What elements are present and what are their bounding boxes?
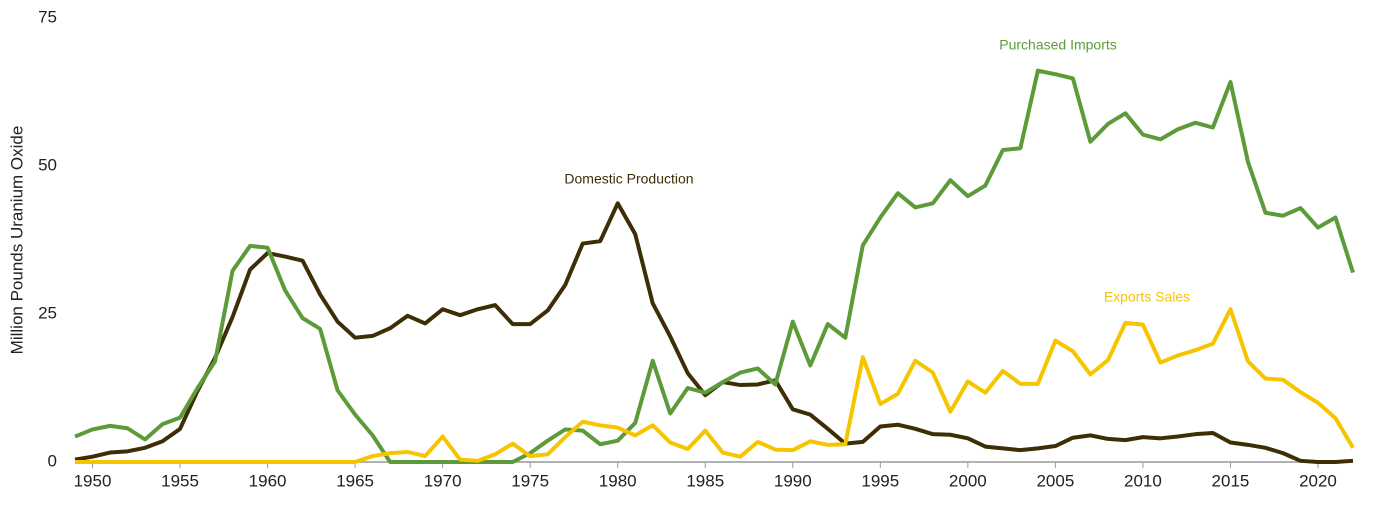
x-tick-label: 1960 [249,471,287,490]
x-tick-label: 1995 [861,471,899,490]
x-tick-label: 2020 [1299,471,1337,490]
y-tick-label: 50 [38,155,57,174]
series-line [75,307,1355,464]
y-axis-label: Million Pounds Uranium Oxide [7,126,26,355]
x-tick-label: 1965 [336,471,374,490]
x-tick-label: 1985 [686,471,724,490]
x-tick-label: 1970 [424,471,462,490]
series-line [74,201,1354,464]
x-tick-label: 1980 [599,471,637,490]
y-tick-label: 25 [38,303,57,322]
series-label: Purchased Imports [999,37,1117,53]
x-tick-label: 1955 [161,471,199,490]
series-label: Exports Sales [1104,289,1190,305]
x-tick-label: 1950 [74,471,112,490]
x-tick-label: 1975 [511,471,549,490]
y-tick-label: 75 [38,7,57,26]
x-tick-label: 2005 [1036,471,1074,490]
x-tick-label: 2000 [949,471,987,490]
x-tick-label: 1990 [774,471,812,490]
y-tick-label: 0 [48,451,57,470]
series-label: Domestic Production [564,171,693,187]
x-tick-label: 2010 [1124,471,1162,490]
series-line [74,68,1355,464]
x-tick-label: 2015 [1212,471,1250,490]
